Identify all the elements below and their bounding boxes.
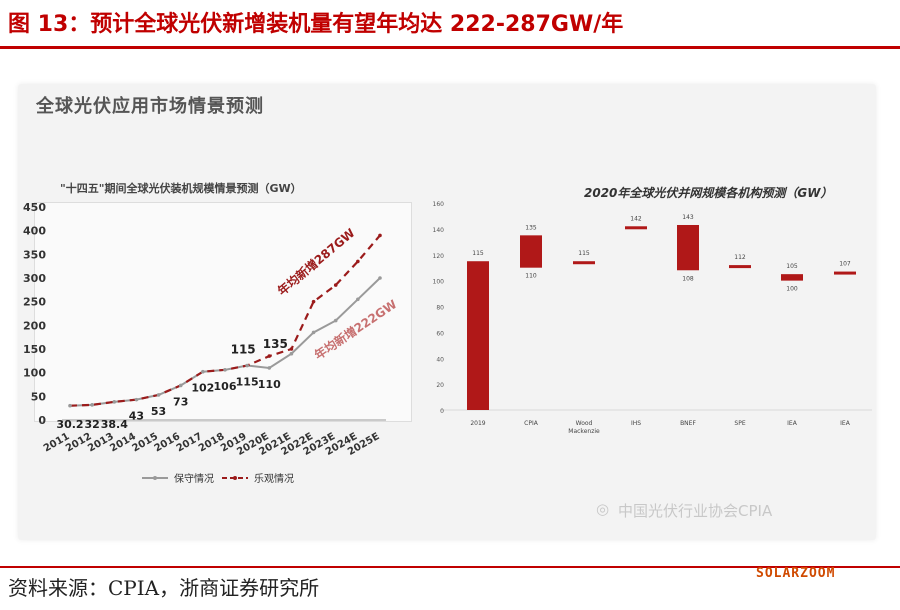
- bottom-rule: [0, 566, 900, 568]
- solarzoom-logo: SOLARZOOM: [756, 566, 836, 581]
- watermark: 中国光伏行业协会CPIA: [618, 502, 773, 520]
- left-chart-frame: [34, 202, 412, 422]
- title-rule: [0, 46, 900, 49]
- slide-title: 全球光伏应用市场情景预测: [36, 96, 264, 117]
- wechat-icon: ◎: [596, 500, 610, 518]
- right-chart-title: 2020年全球光伏并网规模各机构预测（GW）: [584, 186, 833, 200]
- source-note: 资料来源：CPIA，浙商证券研究所: [8, 576, 320, 600]
- figure-title: 图 13：预计全球光伏新增装机量有望年均达 222-287GW/年: [8, 12, 624, 37]
- left-chart-title: "十四五"期间全球光伏装机规模情景预测（GW）: [60, 182, 302, 195]
